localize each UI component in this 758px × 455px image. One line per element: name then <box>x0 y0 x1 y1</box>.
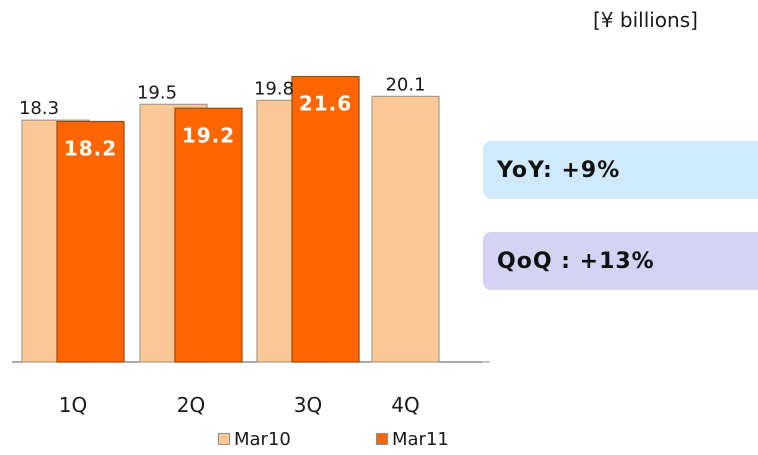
legend-swatch-mar10 <box>218 433 230 445</box>
bar-mar11-2q <box>174 107 243 363</box>
legend-item-mar11: Mar11 <box>376 428 449 450</box>
data-label-mar10-3q: 19.8 <box>254 78 294 99</box>
bar-mar11-3q <box>291 75 360 363</box>
data-label-mar11-3q: 21.6 <box>299 92 352 116</box>
bar-mar11-1q <box>56 120 125 363</box>
x-tick-label-2q: 2Q <box>177 393 205 417</box>
data-label-mar10-1q: 18.3 <box>19 98 59 119</box>
legend-label-mar10: Mar10 <box>234 428 291 450</box>
legend-item-mar10: Mar10 <box>218 428 291 450</box>
x-tick-label-3q: 3Q <box>294 393 322 417</box>
qoq-callout: QoQ : +13% <box>483 232 758 290</box>
data-label-mar10-2q: 19.5 <box>137 82 177 103</box>
unit-label: [¥ billions] <box>593 8 698 32</box>
yoy-callout: YoY: +9% <box>483 141 758 199</box>
bar-mar10-4q <box>371 95 440 363</box>
data-label-mar10-4q: 20.1 <box>385 74 425 95</box>
legend-swatch-mar11 <box>376 433 388 445</box>
x-tick-label-4q: 4Q <box>391 393 419 417</box>
data-label-mar11-1q: 18.2 <box>64 136 117 160</box>
data-label-mar11-2q: 19.2 <box>182 123 235 147</box>
x-tick-label-1q: 1Q <box>59 393 87 417</box>
legend-label-mar11: Mar11 <box>392 428 449 450</box>
